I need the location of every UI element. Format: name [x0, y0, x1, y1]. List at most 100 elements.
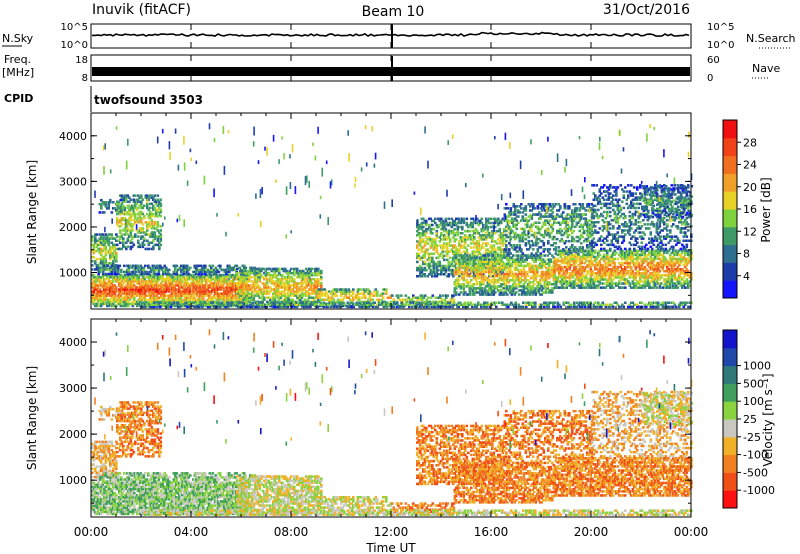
data-cell — [473, 250, 476, 253]
data-cell — [446, 246, 449, 249]
data-cell — [110, 235, 114, 238]
data-cell — [191, 288, 195, 291]
data-cell — [305, 273, 308, 277]
data-cell — [541, 205, 544, 208]
data-cell — [275, 294, 278, 297]
data-cell — [471, 225, 475, 229]
data-cell — [161, 280, 165, 283]
data-cell — [276, 296, 280, 299]
data-cell — [131, 206, 134, 210]
data-cell — [543, 291, 547, 294]
data-cell — [157, 264, 161, 268]
data-cell — [155, 235, 158, 238]
data-cell — [242, 276, 245, 279]
data-cell — [451, 294, 454, 297]
data-cell — [544, 223, 547, 226]
data-cell — [134, 214, 137, 218]
data-cell — [156, 237, 160, 240]
data-cell — [423, 229, 427, 233]
data-cell — [482, 236, 485, 239]
data-cell — [575, 213, 579, 216]
data-cell — [550, 223, 553, 226]
data-cell — [115, 272, 119, 276]
data-cell — [136, 264, 140, 268]
data-cell — [423, 268, 427, 272]
data-cell — [539, 246, 543, 249]
data-cell — [152, 204, 155, 208]
data-cell — [426, 242, 430, 245]
data-cell — [480, 229, 484, 233]
data-cell — [459, 270, 463, 274]
data-cell — [135, 219, 139, 222]
data-cell — [450, 225, 454, 229]
data-cell — [269, 298, 272, 301]
data-cell — [224, 296, 228, 299]
data-cell — [527, 235, 531, 239]
data-cell — [495, 270, 499, 274]
data-cell — [350, 298, 354, 301]
data-cell — [267, 267, 271, 271]
data-cell — [260, 269, 263, 273]
data-cell — [255, 294, 259, 297]
data-cell — [175, 272, 179, 276]
data-cell — [501, 287, 505, 290]
data-cell — [91, 235, 94, 238]
data-cell — [129, 241, 133, 244]
data-cell — [242, 282, 245, 285]
data-cell — [423, 252, 427, 255]
data-cell — [197, 286, 201, 289]
data-cell — [524, 205, 528, 208]
data-cell — [419, 238, 422, 241]
data-cell — [541, 203, 544, 206]
data-cell — [547, 231, 550, 235]
data-cell — [208, 296, 211, 299]
data-cell — [116, 298, 120, 301]
data-cell — [266, 273, 269, 277]
data-cell — [489, 293, 493, 296]
data-cell — [539, 203, 543, 206]
data-cell — [109, 255, 112, 259]
data-cell — [480, 266, 484, 270]
data-cell — [508, 231, 511, 235]
data-cell — [122, 300, 126, 304]
data-cell — [453, 240, 457, 243]
data-cell — [428, 266, 431, 270]
data-cell — [506, 278, 509, 282]
data-cell — [535, 221, 538, 224]
data-cell — [536, 205, 540, 208]
data-cell — [428, 256, 431, 260]
data-cell — [507, 258, 511, 261]
data-cell — [152, 296, 156, 299]
data-cell — [571, 221, 574, 224]
data-cell — [95, 243, 99, 247]
data-cell — [94, 304, 97, 308]
data-cell — [477, 246, 481, 249]
data-cell — [542, 235, 546, 239]
data-cell — [356, 290, 360, 293]
data-cell — [217, 288, 220, 291]
data-cell — [492, 262, 496, 265]
data-cell — [242, 271, 245, 275]
data-cell — [107, 207, 111, 210]
data-cell — [251, 298, 254, 301]
data-cell — [543, 254, 547, 257]
data-cell — [266, 267, 269, 271]
data-cell — [215, 284, 219, 287]
data-cell — [422, 225, 425, 229]
data-cell — [284, 269, 287, 273]
nsky-right-bottom-tick: 10^0 — [707, 40, 734, 51]
data-cell — [284, 296, 287, 299]
data-cell — [215, 282, 219, 285]
data-cell — [515, 268, 518, 272]
data-cell — [537, 287, 541, 290]
data-cell — [515, 250, 519, 253]
data-cell — [138, 214, 142, 218]
data-cell — [306, 284, 310, 287]
data-cell — [521, 285, 524, 288]
data-cell — [497, 246, 500, 249]
data-cell — [206, 298, 210, 301]
data-cell — [517, 209, 520, 212]
data-cell — [169, 296, 172, 299]
data-cell — [149, 235, 152, 238]
data-cell — [97, 272, 101, 276]
